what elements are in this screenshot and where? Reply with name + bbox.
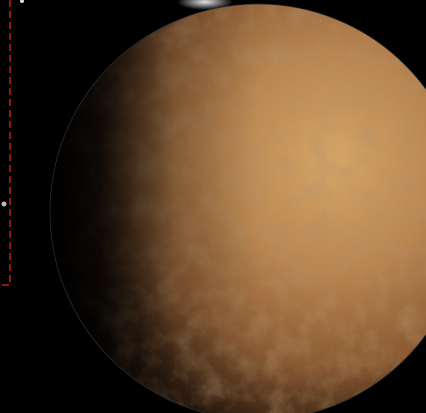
planet: [50, 4, 426, 413]
selection-frame: [0, 0, 11, 286]
star: [20, 0, 24, 3]
planet-limb: [49, 3, 426, 413]
star: [1, 201, 7, 207]
